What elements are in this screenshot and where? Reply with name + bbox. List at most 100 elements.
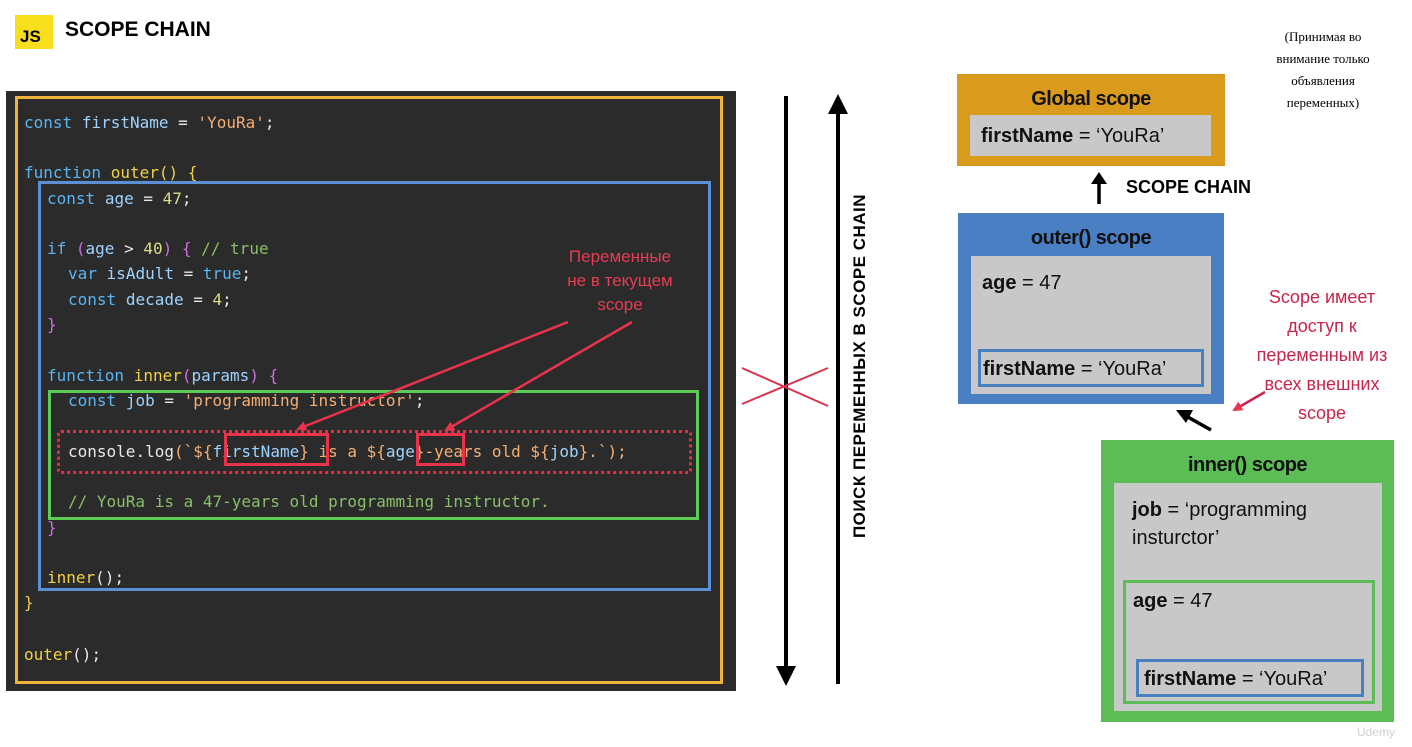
down-arrow-head <box>776 666 796 686</box>
code-operator: = <box>173 264 203 283</box>
scope-access-line: переменным из <box>1256 345 1388 365</box>
code-boolean: true <box>202 264 242 283</box>
code-paren: ) <box>249 366 259 385</box>
highlight-age <box>416 433 465 466</box>
code-line-11: // YouRa is a 47-years old programming i… <box>68 492 550 511</box>
code-template: } is a ${ <box>299 442 386 461</box>
inner-first-var: firstName = ‘YouRa’ <box>1144 668 1327 691</box>
code-operator: = <box>183 290 213 309</box>
var-name: firstName <box>983 358 1076 380</box>
global-var: firstName = ‘YouRa’ <box>981 125 1164 148</box>
code-brace: } <box>47 518 57 537</box>
code-identifier: job <box>549 442 579 461</box>
code-number: 47 <box>162 189 182 208</box>
code-identifier: age <box>385 442 415 461</box>
scope-access-line: всех внешних <box>1264 374 1380 394</box>
code-template: (`${ <box>173 442 213 461</box>
inner-to-outer-arrow-head <box>1176 410 1193 423</box>
code-punct: ; <box>414 391 425 410</box>
var-name: job <box>1132 499 1162 521</box>
scope-access-line: Scope имеет <box>1268 287 1376 307</box>
code-operator: = <box>133 189 163 208</box>
var-name: firstName <box>1144 668 1237 690</box>
outer-scope-frame <box>38 181 711 591</box>
code-function: inner <box>133 366 182 385</box>
outer-var-box: age = 47 firstName = ‘YouRa’ <box>971 256 1211 394</box>
code-keyword: const <box>47 189 96 208</box>
code-line-8: function inner(params) { <box>47 366 278 385</box>
code-identifier: age <box>104 189 134 208</box>
code-template: }-years old ${ <box>414 442 550 461</box>
access-arrow-line <box>1232 390 1266 412</box>
code-line-3: const age = 47; <box>47 189 192 208</box>
udemy-watermark: Udemy <box>1357 725 1396 739</box>
code-brace: { <box>181 239 192 258</box>
code-comment: // true <box>191 239 269 258</box>
highlight-firstname <box>224 433 329 466</box>
inner-own-var-cont: insturctor’ <box>1132 527 1220 549</box>
code-line-1: const firstName = 'YouRa'; <box>24 113 275 132</box>
global-scope-box: Global scope firstName = ‘YouRa’ <box>957 74 1225 166</box>
code-line-2: function outer() { <box>24 163 197 182</box>
code-punct: (); <box>95 568 125 587</box>
inner-scope-title: inner() scope <box>1187 454 1308 476</box>
global-var-box: firstName = ‘YouRa’ <box>970 115 1211 156</box>
var-value: = ‘programming <box>1162 499 1308 521</box>
code-keyword: if <box>47 239 67 258</box>
not-in-scope-line: Переменные <box>568 247 672 266</box>
inner-scope-frame <box>48 390 699 520</box>
var-name: age <box>1133 590 1168 612</box>
not-in-scope-label: Переменные не в текущем scope <box>545 245 695 317</box>
code-string: 'programming instructor' <box>183 391 415 410</box>
code-paren: ( <box>66 239 86 258</box>
side-note-line: внимание только <box>1276 51 1370 66</box>
code-function: outer <box>24 645 73 664</box>
code-line-12: } <box>47 518 57 537</box>
side-note-line: переменных) <box>1286 95 1360 110</box>
code-line-6: const decade = 4; <box>68 290 232 309</box>
code-identifier: isAdult <box>106 264 174 283</box>
side-note-line: (Принимая во <box>1284 29 1362 44</box>
var-name: age <box>982 272 1017 294</box>
js-logo: JS <box>15 15 53 49</box>
code-identifier: firstName <box>212 442 300 461</box>
code-line-7: } <box>47 315 57 334</box>
up-arrow-head <box>828 94 848 114</box>
var-value: = 47 <box>1016 272 1062 294</box>
code-line-13: inner(); <box>47 568 124 587</box>
vertical-label: ПОИСК ПЕРЕМЕННЫХ В SCOPE CHAIN <box>847 158 873 574</box>
side-note: (Принимая во внимание только объявления … <box>1248 26 1398 114</box>
scope-access-label: Scope имеет доступ к переменным из всех … <box>1242 283 1402 428</box>
red-arrow-firstname <box>296 320 569 431</box>
outer-inherited-var: firstName = ‘YouRa’ <box>983 358 1166 381</box>
var-value: = ‘YouRa’ <box>1236 668 1328 690</box>
code-paren: ) <box>162 239 182 258</box>
code-param: params <box>191 366 250 385</box>
not-in-scope-line: scope <box>597 295 643 314</box>
code-punct: ; <box>181 189 192 208</box>
inner-to-outer-arrow-line <box>1185 414 1212 432</box>
code-identifier: job <box>125 391 155 410</box>
code-paren: () <box>158 163 179 182</box>
var-name: firstName <box>981 125 1074 147</box>
side-note-line: объявления <box>1291 73 1355 88</box>
code-line-5: var isAdult = true; <box>68 264 251 283</box>
code-keyword: const <box>68 391 117 410</box>
code-identifier: decade <box>125 290 184 309</box>
outer-scope-box: outer() scope age = 47 firstName = ‘YouR… <box>958 213 1224 404</box>
code-function: outer <box>110 163 159 182</box>
code-identifier: age <box>85 239 115 258</box>
red-arrow-age <box>444 320 633 432</box>
code-template: }.`); <box>578 442 627 461</box>
code-punct: (); <box>72 645 102 664</box>
code-paren: ( <box>181 366 192 385</box>
inner-scope-box: inner() scope job = ‘programming insturc… <box>1101 440 1394 722</box>
outer-own-var: age = 47 <box>982 272 1062 295</box>
scope-access-line: scope <box>1297 403 1347 423</box>
red-cross-b <box>741 367 829 405</box>
vertical-label-text: ПОИСК ПЕРЕМЕННЫХ В SCOPE CHAIN <box>850 193 869 539</box>
inner-global-frame: firstName = ‘YouRa’ <box>1136 659 1364 697</box>
inner-own-var: job = ‘programming <box>1132 499 1307 522</box>
code-brace: { <box>187 163 198 182</box>
